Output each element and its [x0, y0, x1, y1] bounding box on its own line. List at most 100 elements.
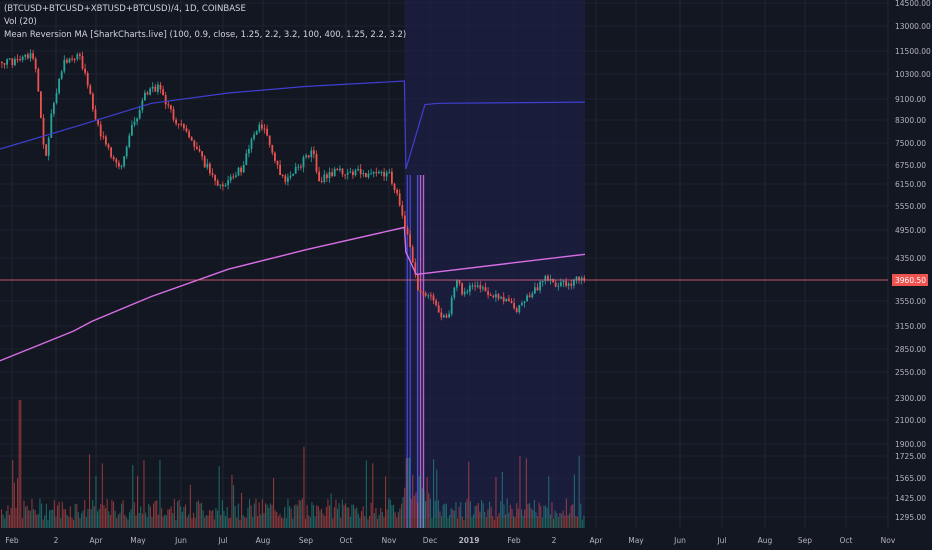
candle-body [29, 53, 32, 59]
volume-bar [89, 454, 91, 528]
volume-bar [210, 511, 212, 528]
volume-bar [143, 460, 145, 528]
volume-bar [218, 466, 220, 528]
candle-body [149, 88, 151, 95]
volume-bar [516, 503, 518, 528]
volume-bar [329, 505, 331, 528]
candle-body [27, 54, 29, 59]
x-tick-label: Oct [840, 536, 853, 545]
volume-bar [447, 517, 449, 528]
candle-body [34, 58, 37, 70]
volume-bar [561, 513, 563, 528]
candle-body [417, 274, 419, 290]
candle-body [89, 85, 92, 94]
volume-bar [215, 507, 217, 528]
y-tick-label: 2550.00 [895, 368, 926, 377]
ma-short-line [0, 80, 586, 170]
volume-bar [77, 512, 79, 528]
volume-bars [1, 400, 585, 528]
volume-bar [453, 510, 455, 528]
volume-bar [365, 460, 367, 528]
candle-body [292, 173, 294, 176]
volume-bar [282, 518, 284, 528]
volume-bar [353, 504, 355, 528]
volume-bar [162, 516, 164, 528]
volume-bar [127, 519, 129, 528]
volume-indicator-title: Vol (20) [4, 17, 37, 27]
candle-body [86, 72, 89, 86]
candle-body [513, 303, 515, 309]
candle-body [105, 136, 107, 145]
y-tick-label: 1900.00 [895, 440, 926, 449]
volume-bar [229, 518, 231, 528]
volume-bar [452, 509, 454, 528]
candle-body [391, 171, 393, 184]
volume-bar [60, 518, 62, 528]
candle-body [32, 53, 34, 59]
candle-body [354, 170, 357, 176]
volume-bar [111, 500, 113, 528]
candle-body [157, 84, 159, 92]
volume-bar [257, 516, 259, 528]
volume-bar [28, 510, 30, 528]
volume-bar [212, 510, 214, 528]
volume-bar [577, 516, 579, 528]
volume-bar [287, 499, 289, 528]
candle-body [578, 276, 580, 281]
candle-body [526, 295, 528, 302]
volume-bar [196, 502, 198, 528]
volume-bar [370, 502, 372, 528]
candle-body [76, 54, 79, 60]
volume-bar [172, 513, 174, 528]
volume-bar [137, 476, 139, 528]
volume-bar [260, 514, 262, 528]
candle-body [515, 308, 518, 312]
volume-bar [193, 512, 195, 528]
volume-bar [289, 506, 291, 528]
candle-body [188, 131, 190, 138]
volume-bar [317, 506, 319, 528]
volume-bar [290, 508, 292, 528]
candle-body [227, 180, 229, 186]
volume-bar [5, 510, 7, 528]
volume-bar [361, 511, 363, 528]
x-tick-label: Feb [5, 536, 19, 545]
volume-bar [455, 502, 457, 528]
volume-bar [431, 518, 433, 528]
volume-bar [349, 516, 351, 528]
y-tick-label: 1565.00 [895, 474, 926, 483]
candle-body [224, 185, 227, 187]
volume-bar [98, 508, 100, 528]
volume-bar [273, 478, 275, 528]
volume-bar [165, 515, 167, 528]
volume-bar [373, 513, 375, 528]
volume-bar [209, 510, 211, 528]
candle-body [229, 176, 232, 181]
candle-body [310, 150, 313, 158]
candle-body [211, 173, 214, 176]
volume-bar [154, 500, 156, 528]
volume-bar [164, 514, 166, 528]
volume-bar [188, 514, 190, 528]
candle-body [185, 128, 188, 132]
volume-bar [183, 506, 185, 528]
volume-bar [135, 515, 137, 528]
volume-bar [445, 503, 447, 528]
candle-body [21, 56, 24, 60]
candle-body [523, 301, 526, 304]
volume-bar [543, 505, 545, 528]
volume-bar [513, 515, 515, 528]
volume-bar [53, 500, 55, 528]
candle-body [393, 183, 396, 190]
candle-body [281, 175, 284, 177]
candle-body [313, 150, 315, 155]
volume-bar [343, 505, 345, 528]
volume-bar [583, 515, 585, 528]
candle-body [424, 293, 427, 296]
volume-bar [425, 501, 427, 528]
candle-body [560, 282, 562, 286]
candle-body [336, 168, 339, 171]
candle-body [404, 215, 406, 228]
volume-bar [55, 516, 57, 528]
